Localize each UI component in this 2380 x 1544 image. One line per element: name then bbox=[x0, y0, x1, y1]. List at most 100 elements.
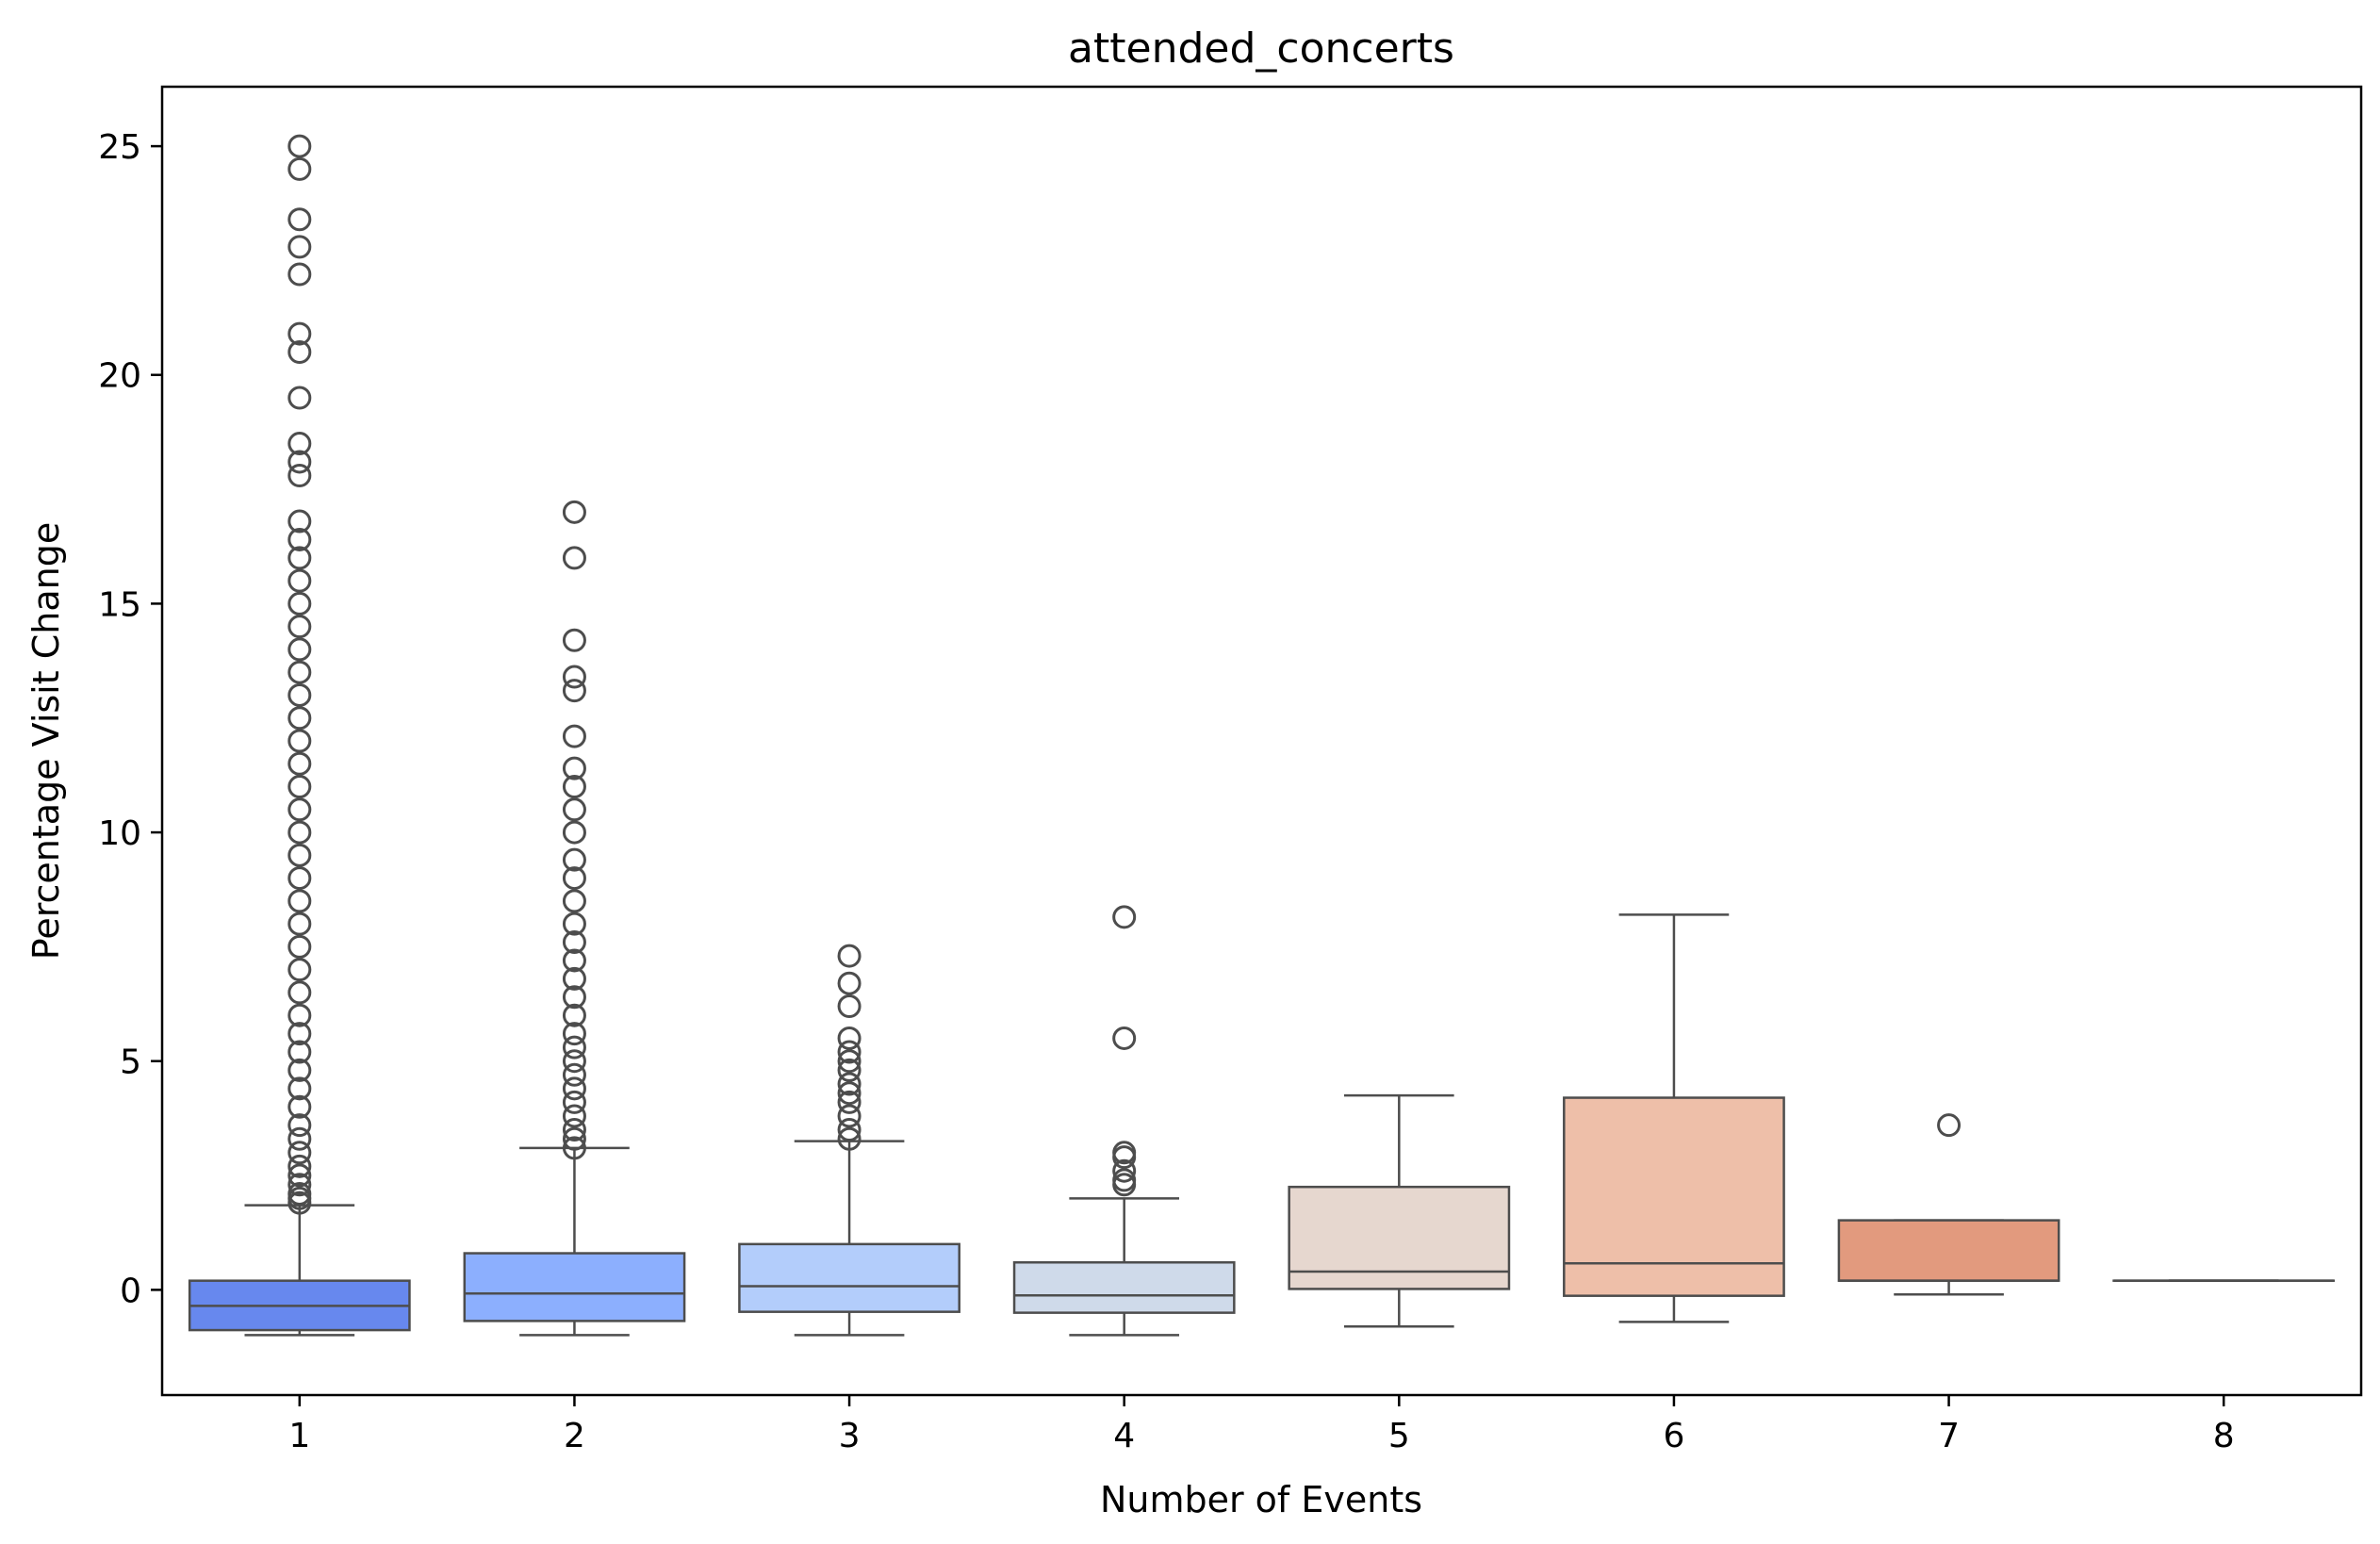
x-tick-label: 8 bbox=[2213, 1417, 2235, 1455]
outlier-point bbox=[287, 1058, 312, 1082]
box-group-1 bbox=[188, 134, 411, 1337]
outlier-point bbox=[562, 1062, 586, 1087]
outlier-point bbox=[287, 1022, 312, 1046]
outlier-point bbox=[287, 432, 312, 456]
outlier-point bbox=[287, 262, 312, 287]
x-axis: 1 2 3 4 5 6 7 8 bbox=[288, 1395, 2235, 1455]
outlier-point bbox=[1112, 1158, 1137, 1183]
outlier-point bbox=[562, 985, 586, 1010]
outlier-point bbox=[287, 568, 312, 593]
outlier-point bbox=[562, 797, 586, 822]
y-tick-label: 10 bbox=[98, 814, 141, 853]
outlier-point bbox=[562, 1035, 586, 1059]
y-tick-label: 25 bbox=[98, 128, 141, 167]
box-group-6 bbox=[1563, 913, 1785, 1323]
outlier-point bbox=[837, 1126, 862, 1151]
outlier-point bbox=[287, 527, 312, 551]
outlier-point bbox=[562, 1022, 586, 1046]
x-axis-title: Number of Events bbox=[1100, 1479, 1422, 1520]
outlier-point bbox=[837, 1118, 862, 1142]
plot-area bbox=[188, 134, 2336, 1337]
outlier-point bbox=[287, 706, 312, 731]
outlier-point bbox=[287, 797, 312, 822]
outlier-point bbox=[287, 464, 312, 488]
outlier-point bbox=[837, 1026, 862, 1050]
outlier-point bbox=[562, 1090, 586, 1114]
outlier-point bbox=[562, 866, 586, 891]
outlier-point bbox=[287, 134, 312, 158]
outlier-point bbox=[287, 1173, 312, 1197]
box bbox=[1563, 1096, 1785, 1297]
outlier-point bbox=[562, 948, 586, 973]
outlier-point bbox=[287, 729, 312, 753]
outlier-point bbox=[287, 1076, 312, 1101]
outlier-point bbox=[562, 930, 586, 955]
box bbox=[1012, 1261, 1236, 1314]
outlier-point bbox=[287, 751, 312, 776]
box-group-5 bbox=[1288, 1093, 1511, 1328]
outlier-point bbox=[837, 1058, 862, 1082]
y-tick-label: 0 bbox=[120, 1272, 141, 1310]
outlier-point bbox=[562, 1126, 586, 1151]
y-axis-title: Percentage Visit Change bbox=[25, 522, 67, 960]
y-tick-label: 5 bbox=[120, 1043, 141, 1082]
outlier-point bbox=[287, 843, 312, 867]
y-axis: 0 5 10 15 20 25 bbox=[98, 128, 162, 1310]
outlier-point bbox=[287, 156, 312, 181]
outlier-point bbox=[287, 1126, 312, 1151]
outlier-point bbox=[837, 1104, 862, 1128]
outlier-point bbox=[287, 820, 312, 845]
outlier-point bbox=[287, 980, 312, 1005]
outlier-point bbox=[562, 724, 586, 748]
outlier-point bbox=[1112, 1141, 1137, 1165]
plot-frame bbox=[160, 85, 2363, 1397]
outlier-point bbox=[287, 591, 312, 616]
outlier-point bbox=[837, 1072, 862, 1096]
outlier-point bbox=[287, 682, 312, 707]
outlier-point bbox=[287, 1163, 312, 1188]
outlier-point bbox=[287, 386, 312, 410]
box-group-2 bbox=[463, 500, 686, 1337]
y-tick-label: 15 bbox=[98, 585, 141, 624]
outlier-point bbox=[1937, 1113, 1961, 1138]
outlier-point bbox=[562, 628, 586, 652]
outlier-point bbox=[562, 847, 586, 872]
outlier-point bbox=[837, 1040, 862, 1064]
outlier-point bbox=[287, 1113, 312, 1138]
x-tick-label: 4 bbox=[1113, 1417, 1135, 1455]
outlier-point bbox=[287, 1141, 312, 1165]
outlier-point bbox=[562, 1003, 586, 1027]
outlier-point bbox=[1112, 1026, 1137, 1050]
x-tick-label: 3 bbox=[839, 1417, 861, 1455]
outlier-point bbox=[562, 1076, 586, 1101]
outlier-point bbox=[287, 1154, 312, 1178]
outlier-point bbox=[287, 912, 312, 936]
outlier-point bbox=[562, 1118, 586, 1142]
box-group-3 bbox=[738, 944, 960, 1337]
outlier-point bbox=[287, 1003, 312, 1027]
box bbox=[1837, 1219, 2060, 1282]
outlier-point bbox=[287, 1181, 312, 1206]
box-group-7 bbox=[1837, 1113, 2060, 1296]
box bbox=[738, 1242, 960, 1313]
outlier-point bbox=[1112, 905, 1137, 929]
outlier-point bbox=[287, 509, 312, 534]
outlier-point bbox=[562, 1136, 586, 1160]
outlier-point bbox=[562, 775, 586, 799]
outlier-point bbox=[287, 637, 312, 662]
outlier-point bbox=[287, 321, 312, 346]
outlier-point bbox=[287, 450, 312, 474]
outlier-point bbox=[562, 1049, 586, 1074]
outlier-point bbox=[562, 820, 586, 845]
outlier-point bbox=[562, 889, 586, 913]
outlier-point bbox=[837, 971, 862, 995]
outlier-point bbox=[562, 966, 586, 991]
outlier-point bbox=[562, 500, 586, 524]
outlier-point bbox=[1112, 1168, 1137, 1192]
outlier-point bbox=[287, 235, 312, 259]
outlier-point bbox=[287, 866, 312, 891]
outlier-point bbox=[562, 912, 586, 936]
outlier-point bbox=[562, 1104, 586, 1128]
outlier-point bbox=[287, 546, 312, 570]
box bbox=[463, 1252, 686, 1322]
